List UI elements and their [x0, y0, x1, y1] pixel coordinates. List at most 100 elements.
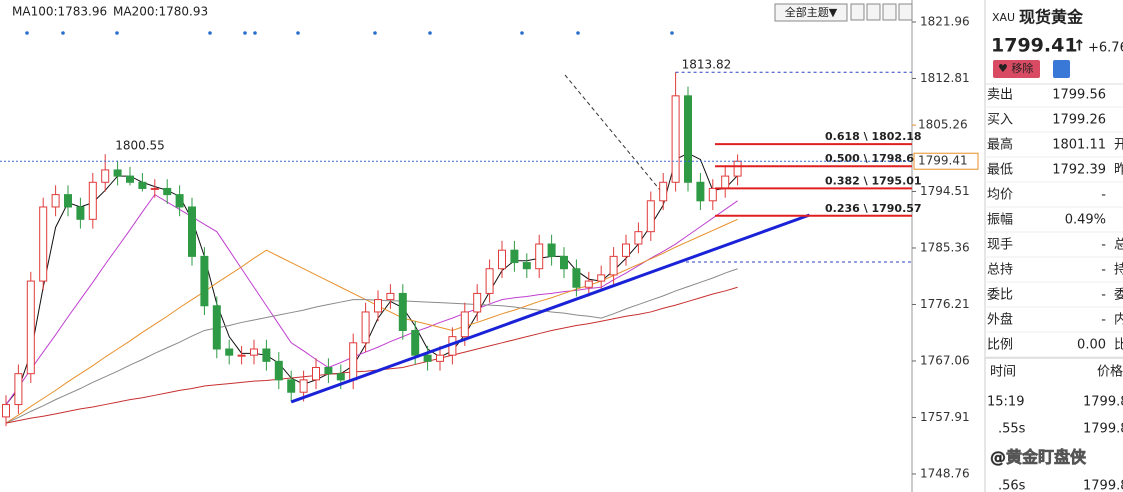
candle-body [361, 311, 370, 344]
candle-body [312, 367, 320, 381]
y-tick-label: 1821.96 [920, 14, 970, 28]
candle-body [126, 175, 134, 183]
ma-label: MA200:1780.93 [113, 5, 208, 19]
candle-body [374, 299, 382, 313]
candle-body [39, 206, 48, 282]
fib-label: 0.382 \ 1795.01 [825, 174, 922, 187]
last-price-label: 1799.41 [918, 154, 968, 168]
quote-row-label: 外盘 [987, 312, 1013, 328]
candle-body [436, 354, 444, 362]
quote-row-value: 1799.56 [1052, 88, 1106, 103]
candle-body [398, 292, 407, 331]
quote-row-label: 现手 [987, 238, 1013, 253]
candle-body [684, 95, 692, 183]
candle-body [138, 181, 147, 189]
ma-line [5, 268, 738, 424]
event-markers [25, 31, 674, 35]
trend-line [290, 213, 811, 404]
last-price-box [913, 152, 979, 170]
quote-row-label: 卖出 [987, 88, 1013, 103]
candle-body [671, 95, 680, 183]
candle-body [324, 367, 333, 375]
candle-body [51, 194, 60, 208]
y-tick-label: 1785.36 [920, 240, 970, 254]
quote-row-label: 振幅 [987, 213, 1013, 228]
candle-body [274, 360, 283, 381]
quote-row-label: 买入 [987, 113, 1013, 128]
candle-body [547, 243, 556, 257]
trade-price: 1799.8 [1083, 479, 1123, 492]
quote-row-label: 比例 [987, 338, 1013, 353]
candle-body [386, 292, 395, 301]
quote-row-value: - [1101, 288, 1106, 303]
high-label: 1800.55 [115, 139, 165, 153]
quote-row-extra: 昨 [1114, 163, 1123, 178]
candle-body [659, 181, 668, 202]
candle-body [721, 175, 730, 189]
ma-line [5, 286, 738, 424]
candle-body [200, 255, 209, 307]
fib-label: 0.500 \ 1798.60 [825, 152, 922, 165]
candle-body [188, 206, 196, 257]
candle-body [597, 274, 606, 282]
y-tick-label: 1794.51 [920, 184, 970, 198]
watermark: @黄金盯盘侠 [990, 448, 1087, 467]
quote-row-value: 1792.39 [1052, 163, 1106, 178]
trades-header: 时间 [990, 365, 1016, 380]
high-label: 1813.82 [682, 58, 732, 72]
candle-body [287, 379, 296, 393]
remove-label[interactable]: ♥ 移除 [998, 61, 1033, 75]
ma-label: MA100:1783.96 [12, 5, 107, 19]
theme-button[interactable] [774, 3, 848, 22]
quote-row-value: 1799.26 [1052, 113, 1106, 128]
trade-time: .56s [998, 479, 1026, 492]
candle-body [473, 292, 482, 313]
candle-body [423, 354, 432, 362]
toolbar-icons[interactable] [850, 3, 913, 21]
trade-time: 15:19 [987, 395, 1024, 410]
candle-body [646, 200, 655, 233]
quote-row-extra: 总 [1114, 238, 1123, 253]
y-tick-label: 1757.91 [920, 410, 970, 424]
theme-button-label[interactable]: 全部主题▼ [785, 5, 838, 19]
candle-body [708, 187, 717, 202]
candle-body [696, 181, 705, 202]
quote-row-extra: 比 [1114, 338, 1123, 353]
candle-body [535, 243, 544, 270]
quote-row-extra: 开 [1114, 138, 1123, 153]
candle-body [485, 268, 494, 294]
candle-body [498, 249, 506, 270]
candle-body [349, 342, 358, 381]
quote-row-value: - [1101, 313, 1106, 328]
quote-row-label: 委比 [987, 288, 1013, 303]
quote-row-value: - [1101, 188, 1106, 203]
drawn-dashed-line [564, 74, 661, 191]
quote-row-extra: 内 [1114, 312, 1123, 328]
candle-body [150, 187, 159, 190]
quote-row-label: 最低 [987, 163, 1013, 178]
ma-line [5, 193, 738, 405]
candle-body [225, 348, 234, 356]
quote-row-value: 0.49% [1065, 213, 1106, 228]
trade-time: .55s [998, 422, 1026, 437]
candle-body [262, 348, 271, 362]
candle-body [460, 311, 469, 338]
change: +6.76 [1088, 41, 1123, 56]
candle-body [584, 280, 593, 288]
trades-header: 价格 [1097, 364, 1123, 380]
instrument-name: 现货黄金 [1019, 8, 1084, 27]
candle-body [175, 194, 184, 208]
candle-body [163, 187, 172, 196]
candle-body [237, 354, 246, 357]
symbol: XAU [992, 11, 1015, 24]
candle-body [26, 280, 35, 375]
y-tick-label: 1767.06 [920, 353, 970, 367]
alert-button[interactable] [1053, 60, 1070, 78]
candle-body [88, 181, 97, 220]
trade-price: 1799.8 [1083, 395, 1123, 410]
quote-row-label: 总持 [987, 263, 1013, 278]
quote-row-label: 均价 [987, 188, 1013, 203]
trade-price: 1799.8 [1083, 422, 1123, 437]
remove-button[interactable] [993, 60, 1040, 78]
